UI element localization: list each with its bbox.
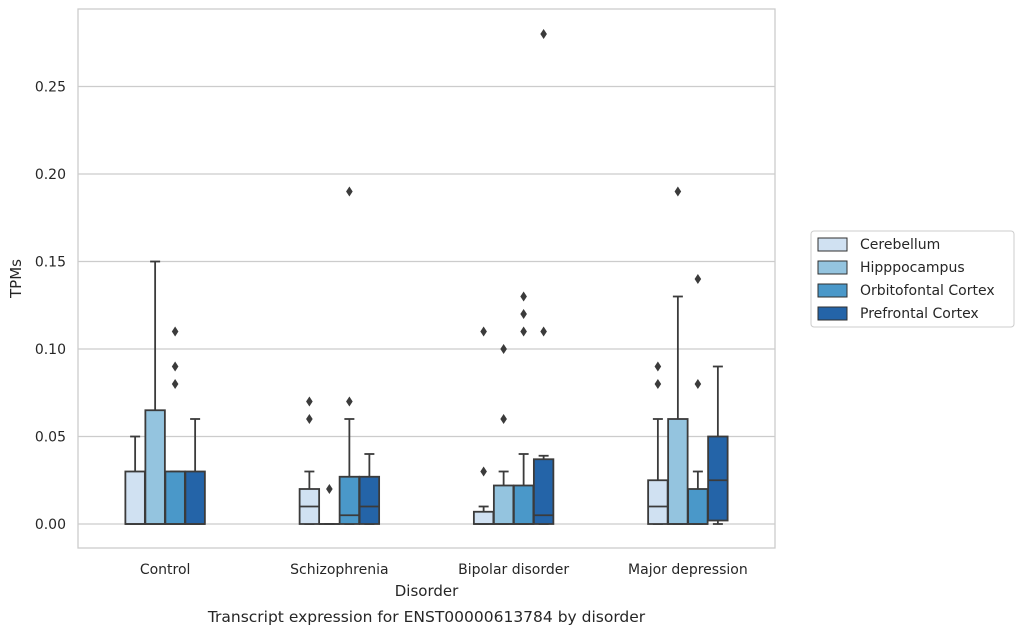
outlier-marker <box>520 309 527 319</box>
box-body <box>687 488 709 525</box>
legend-items: Cerebellum Hipppocampus Orbitofontal Corte… <box>817 237 995 322</box>
legend-label: Orbitofontal Cortex <box>860 283 995 299</box>
legend-label: Hipppocampus <box>860 260 965 276</box>
outlier-marker <box>694 379 702 389</box>
x-axis-title: Disorder <box>395 582 459 600</box>
box-body <box>124 470 146 525</box>
box-body <box>667 418 689 525</box>
box-body <box>492 484 515 525</box>
boxes <box>124 29 729 525</box>
outlier-marker <box>346 186 353 197</box>
box-cerebellum <box>298 396 321 525</box>
box-orbitofontal-cortex <box>687 274 709 525</box>
y-axis-title: TPMs <box>7 259 25 299</box>
outlier-marker <box>520 291 527 302</box>
box-prefrontal-cortex <box>358 453 381 525</box>
plot-frame <box>77 8 776 549</box>
legend-label: Cerebellum <box>860 237 940 253</box>
box-body <box>164 470 186 525</box>
legend-swatch <box>817 237 848 252</box>
box-body <box>358 475 381 525</box>
legend-label: Prefrontal Cortex <box>860 306 979 322</box>
y-tick-label: 0.00 <box>35 517 66 533</box>
box-cerebellum <box>472 326 495 525</box>
outlier-marker <box>326 484 333 494</box>
outlier-marker <box>654 379 662 389</box>
box-prefrontal-cortex <box>532 29 555 525</box>
x-tick-label: Bipolar disorder <box>458 562 569 578</box>
box-body <box>512 484 535 525</box>
outlier-marker <box>346 396 353 407</box>
legend-frame <box>810 230 1015 328</box>
y-tick-label: 0.10 <box>35 342 66 358</box>
outlier-marker <box>654 361 662 372</box>
box-hipppocampus <box>667 186 689 525</box>
box-body <box>472 510 495 525</box>
x-tick-labels: Control Schizophrenia Bipolar disorder Majo… <box>140 562 748 578</box>
legend: Cerebellum Hipppocampus Orbitofontal Corte… <box>810 230 1015 328</box>
box-body <box>184 470 206 525</box>
box-body <box>707 435 729 522</box>
box-hipppocampus <box>318 484 341 525</box>
legend-swatch <box>817 283 848 298</box>
box-prefrontal-cortex <box>707 365 729 525</box>
outlier-marker <box>306 414 313 424</box>
outlier-marker <box>694 274 702 284</box>
x-tick-label: Control <box>140 562 191 578</box>
chart-caption: Transcript expression for ENST0000061378… <box>207 608 646 626</box>
y-tick-labels: 0.00 0.05 0.10 0.15 0.20 0.25 <box>35 80 66 534</box>
box-cerebellum <box>124 435 146 525</box>
box-hipppocampus <box>492 344 515 525</box>
y-tick-label: 0.20 <box>35 167 66 183</box>
outlier-marker <box>171 361 179 372</box>
outlier-marker <box>520 326 527 337</box>
outlier-marker <box>674 186 682 197</box>
outlier-marker <box>480 466 487 477</box>
outlier-marker <box>480 326 487 337</box>
box-hipppocampus <box>144 260 166 525</box>
legend-swatch <box>817 306 848 321</box>
y-tick-label: 0.25 <box>35 80 66 96</box>
box-body <box>338 475 361 525</box>
outlier-marker <box>500 414 507 424</box>
outlier-marker <box>171 326 179 337</box>
box-body <box>647 479 669 525</box>
outlier-marker <box>306 396 313 407</box>
y-tick-label: 0.05 <box>35 430 66 446</box>
box-orbitofontal-cortex <box>338 186 361 525</box>
box-body <box>144 409 166 525</box>
y-tick-label: 0.15 <box>35 255 66 271</box>
outlier-marker <box>540 326 547 337</box>
x-tick-label: Schizophrenia <box>290 562 388 578</box>
box-cerebellum <box>647 361 669 525</box>
box-orbitofontal-cortex <box>512 291 535 525</box>
box-body <box>532 458 555 525</box>
outlier-marker <box>500 344 507 354</box>
outlier-marker <box>540 29 547 39</box>
legend-swatch <box>817 260 848 275</box>
box-prefrontal-cortex <box>184 418 206 525</box>
box-orbitofontal-cortex <box>164 326 186 525</box>
outlier-marker <box>171 379 179 389</box>
x-tick-label: Major depression <box>628 562 748 578</box>
